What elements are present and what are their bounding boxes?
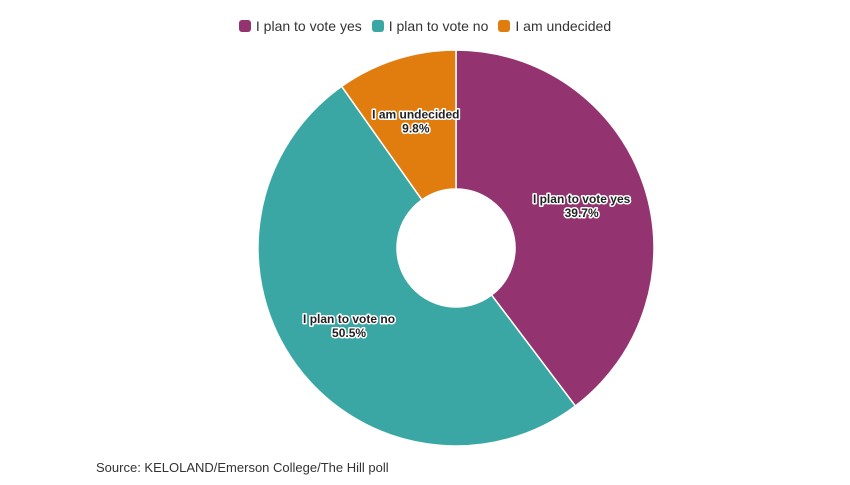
donut-slices xyxy=(257,49,655,447)
slice-label-no: I plan to vote no xyxy=(303,312,395,326)
legend-item-yes[interactable]: I plan to vote yes xyxy=(238,18,362,34)
legend-item-undecided[interactable]: I am undecided xyxy=(498,18,611,34)
slice-value-yes: 39.7% xyxy=(565,206,599,220)
legend-label-undecided: I am undecided xyxy=(515,18,612,34)
legend-swatch-yes xyxy=(238,20,251,32)
slice-label-undecided: I am undecided xyxy=(372,108,459,122)
chart-legend: I plan to vote yes I plan to vote no I a… xyxy=(0,18,850,34)
legend-swatch-undecided xyxy=(498,20,511,32)
slice-yes[interactable] xyxy=(455,49,655,408)
slice-value-undecided: 9.8% xyxy=(402,122,430,136)
source-note: Source: KELOLAND/Emerson College/The Hil… xyxy=(96,460,389,475)
slice-no[interactable] xyxy=(257,85,577,447)
legend-swatch-no xyxy=(371,20,384,32)
legend-label-no: I plan to vote no xyxy=(388,18,489,34)
slice-value-no: 50.5% xyxy=(332,326,366,340)
slice-undecided[interactable] xyxy=(340,49,457,201)
legend-item-no[interactable]: I plan to vote no xyxy=(371,18,489,34)
slice-label-yes: I plan to vote yes xyxy=(533,192,631,206)
legend-label-yes: I plan to vote yes xyxy=(255,18,362,34)
